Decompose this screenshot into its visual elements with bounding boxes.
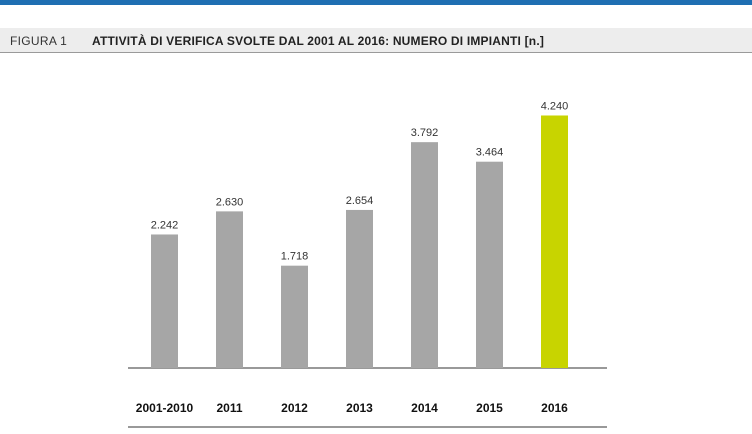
bar-2013 [346,209,373,368]
bar-value-label-2014: 3.792 [411,127,439,139]
category-label-2001-2010: 2001-2010 [136,401,194,415]
bar-value-label-2015: 3.464 [476,147,504,159]
bar-value-label-2001-2010: 2.242 [151,219,179,231]
bar-2011 [216,211,243,368]
bar-value-label-2012: 1.718 [281,251,309,263]
bar-2012 [281,265,308,368]
category-label-2012: 2012 [281,401,308,415]
figure-number: FIGURA 1 [10,34,68,48]
category-label-2013: 2013 [346,401,373,415]
bar-2014 [411,142,438,368]
bar-value-label-2013: 2.654 [346,195,374,207]
category-label-2015: 2015 [476,401,503,415]
top-accent-rule [0,0,752,5]
bar-2001-2010 [151,234,178,368]
category-label-2014: 2014 [411,401,438,415]
bar-value-label-2011: 2.630 [216,196,244,208]
bar-value-label-2016: 4.240 [541,100,569,112]
category-label-2011: 2011 [216,401,242,415]
figure-header: FIGURA 1 ATTIVITÀ DI VERIFICA SVOLTE DAL… [0,28,752,53]
bar-2015 [476,161,503,368]
category-label-2016: 2016 [541,401,568,415]
bar-2016 [541,115,568,369]
figure-title: ATTIVITÀ DI VERIFICA SVOLTE DAL 2001 AL … [92,34,545,48]
